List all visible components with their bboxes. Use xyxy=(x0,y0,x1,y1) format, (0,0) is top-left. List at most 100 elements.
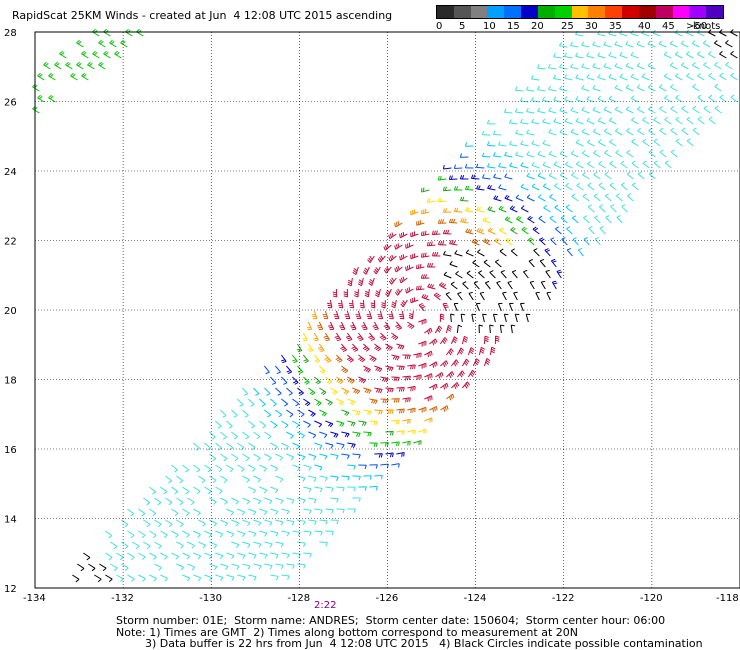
wind-barb xyxy=(553,161,562,169)
wind-barb xyxy=(487,206,496,213)
colorbar-swatch xyxy=(571,6,589,18)
wind-barb xyxy=(76,39,84,48)
wind-barb xyxy=(204,574,213,582)
colorbar-swatch xyxy=(487,6,505,18)
wind-barb xyxy=(535,291,540,301)
wind-barb xyxy=(220,497,228,505)
wind-barb xyxy=(391,299,397,309)
wind-barb xyxy=(465,207,474,213)
wind-barb xyxy=(692,105,700,114)
wind-barb xyxy=(253,541,262,548)
wind-barb xyxy=(308,475,317,482)
wind-barb xyxy=(270,398,277,407)
wind-barb xyxy=(402,440,411,446)
wind-barb xyxy=(286,497,295,504)
wind-barb xyxy=(369,464,378,469)
wind-barb xyxy=(475,185,485,191)
wind-barb xyxy=(114,50,122,59)
wind-barb xyxy=(680,62,689,70)
wind-barb xyxy=(681,127,689,136)
wind-barb xyxy=(626,149,634,158)
wind-barb xyxy=(363,387,372,394)
wind-barb xyxy=(83,552,91,561)
wind-barb xyxy=(593,193,601,202)
wind-barb xyxy=(303,552,312,558)
wind-barb xyxy=(385,387,394,393)
colorbar-label: 25 xyxy=(561,21,574,32)
wind-barb xyxy=(220,475,228,484)
wind-barb xyxy=(559,63,568,70)
wind-barb xyxy=(308,431,317,439)
wind-barb xyxy=(582,193,590,202)
wind-barb xyxy=(592,84,601,92)
wind-barb xyxy=(483,358,491,367)
wind-barb xyxy=(231,497,239,505)
wind-barb xyxy=(281,442,289,450)
wind-barb xyxy=(264,541,273,548)
lat-tick-label: 14 xyxy=(4,515,17,526)
wind-barb xyxy=(231,519,240,527)
wind-barb xyxy=(103,28,111,37)
wind-barb xyxy=(542,118,551,125)
wind-barb xyxy=(435,371,444,379)
wind-barb xyxy=(215,552,224,560)
wind-barb xyxy=(641,73,650,81)
wind-barb xyxy=(489,324,494,334)
wind-barb xyxy=(663,51,672,59)
wind-barb xyxy=(209,497,217,505)
wind-barb xyxy=(270,486,279,494)
wind-barb xyxy=(317,321,324,331)
wind-barb xyxy=(292,530,301,537)
wind-barb xyxy=(597,95,606,103)
wind-barb xyxy=(588,226,595,235)
wind-barb xyxy=(559,85,568,92)
wind-barb xyxy=(65,61,73,70)
wind-barb xyxy=(98,61,106,70)
wind-barb xyxy=(647,62,656,70)
colorbar-swatch xyxy=(655,6,673,18)
wind-barb xyxy=(374,409,383,415)
wind-barb xyxy=(593,171,601,180)
wind-barb xyxy=(531,161,540,169)
wind-barb xyxy=(525,86,535,92)
wind-barb xyxy=(504,151,513,158)
wind-barb xyxy=(347,486,356,492)
wind-barb xyxy=(347,508,356,513)
wind-barb xyxy=(540,280,546,290)
wind-barb xyxy=(43,61,51,70)
wind-barb xyxy=(109,39,117,48)
wind-barb xyxy=(242,563,251,570)
wind-barb xyxy=(614,41,623,48)
wind-barb xyxy=(467,347,475,356)
wind-barb xyxy=(531,183,540,191)
wind-barb xyxy=(264,409,271,418)
wind-barb xyxy=(421,230,430,237)
wind-barb xyxy=(269,376,277,385)
colorbar-swatch xyxy=(554,6,572,18)
wind-barb xyxy=(561,237,568,246)
wind-barb xyxy=(127,508,135,517)
wind-barb xyxy=(697,116,705,125)
wind-barb xyxy=(548,85,557,92)
wind-barb xyxy=(264,563,273,570)
wind-barb xyxy=(81,50,89,59)
wind-barb xyxy=(544,248,551,257)
footer-note-1: Note: 1) Times are GMT 2) Times along bo… xyxy=(116,626,578,639)
wind-barb xyxy=(718,29,727,37)
wind-barb xyxy=(636,84,645,92)
wind-barb xyxy=(383,321,391,331)
wind-barb xyxy=(388,254,397,262)
wind-barb xyxy=(410,209,419,216)
lon-tick-label: -128 xyxy=(287,593,310,604)
wind-barb xyxy=(542,140,551,147)
wind-barb xyxy=(560,215,568,224)
wind-barb xyxy=(686,138,694,147)
wind-barb xyxy=(553,118,562,125)
wind-barb xyxy=(351,343,359,352)
wind-barb xyxy=(515,151,524,158)
wind-barb xyxy=(385,288,392,297)
wind-barb xyxy=(281,376,288,385)
wind-barb xyxy=(231,453,239,462)
wind-barb xyxy=(670,127,678,136)
wind-barb xyxy=(637,171,645,180)
